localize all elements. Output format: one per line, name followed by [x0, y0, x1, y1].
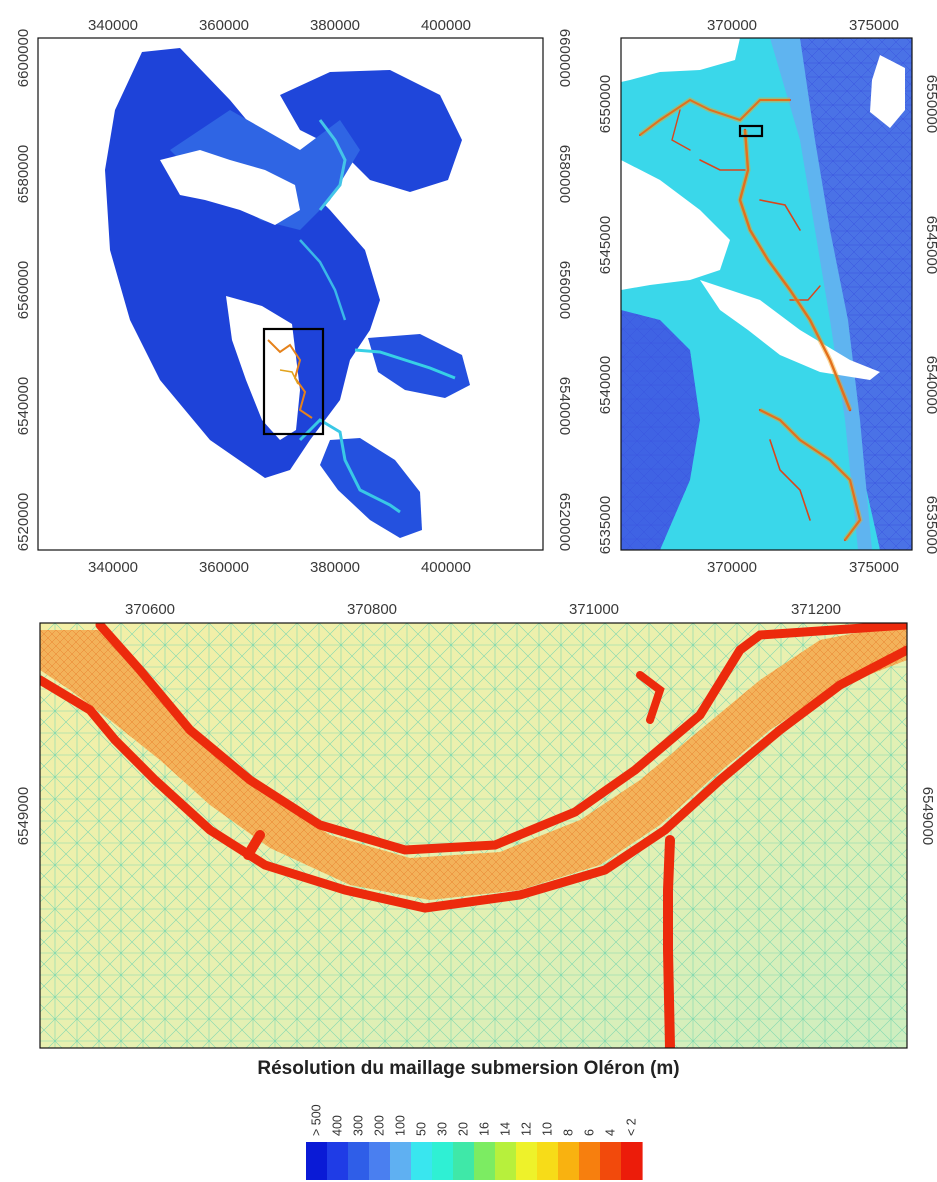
y-tick: 6540000 [556, 377, 573, 435]
medium-y-ticks-right: 6550000 6545000 6540000 6535000 [923, 75, 937, 554]
fine-zoom-map: 370600 370800 371000 371200 370600 37080… [15, 601, 936, 1049]
overview-map-content [38, 38, 543, 550]
x-tick: 380000 [310, 559, 360, 576]
colorbar-label: 400 [331, 1115, 345, 1136]
y-tick: 6580000 [556, 145, 573, 203]
x-tick: 360000 [199, 559, 249, 576]
colorbar-swatch [474, 1142, 496, 1180]
x-tick: 370000 [707, 559, 757, 576]
medium-inset-box [738, 124, 764, 138]
fine-y-tick-right: 6549000 [919, 787, 936, 845]
x-tick: 340000 [88, 17, 138, 34]
colorbar-label: 6 [583, 1129, 597, 1136]
overview-x-ticks-top: 340000 360000 380000 400000 [88, 17, 471, 34]
y-tick: 6580000 [15, 145, 32, 203]
colorbar-label: 12 [520, 1122, 534, 1136]
figure-title: Résolution du maillage submersion Oléron… [257, 1058, 680, 1079]
colorbar-swatch [453, 1142, 475, 1180]
colorbar-swatch [600, 1142, 622, 1180]
x-tick: 371200 [791, 601, 841, 618]
x-tick: 400000 [421, 17, 471, 34]
colorbar-swatch [390, 1142, 412, 1180]
y-tick: 6550000 [597, 75, 614, 133]
colorbar-swatch [495, 1142, 517, 1180]
x-tick: 400000 [421, 559, 471, 576]
overview-frame [37, 37, 544, 551]
colorbar-label: > 500 [310, 1104, 324, 1136]
y-tick: 6540000 [15, 377, 32, 435]
colorbar-swatch [306, 1142, 328, 1180]
overview-x-ticks-bottom: 340000 360000 380000 400000 [88, 559, 471, 576]
colorbar-swatch [579, 1142, 601, 1180]
medium-zoom-content [621, 38, 912, 550]
colorbar-swatch [369, 1142, 391, 1180]
colorbar-swatch [558, 1142, 580, 1180]
colorbar-label: 4 [604, 1129, 618, 1136]
y-tick: 6600000 [556, 29, 573, 87]
colorbar-label: 50 [415, 1122, 429, 1136]
fine-y-tick-left: 6549000 [15, 787, 32, 845]
fine-x-ticks-top: 370600 370800 371000 371200 [125, 601, 841, 618]
y-tick: 6535000 [597, 496, 614, 554]
colorbar-swatch [411, 1142, 433, 1180]
medium-x-ticks-top: 370000 375000 [707, 17, 899, 34]
colorbar-label: 200 [373, 1115, 387, 1136]
overview-y-ticks-right: 6600000 6580000 6560000 6540000 6520000 [556, 29, 573, 551]
y-tick: 6560000 [556, 261, 573, 319]
overview-inset-box [262, 327, 325, 436]
colorbar-swatch [537, 1142, 559, 1180]
y-tick: 6545000 [597, 216, 614, 274]
x-tick: 380000 [310, 17, 360, 34]
x-tick: 370800 [347, 601, 397, 618]
colorbar-labels: > 500 400 300 200 100 50 30 20 16 14 12 10 8 6 4 < 2 [310, 1104, 639, 1136]
y-tick: 6545000 [923, 216, 937, 274]
y-tick: 6540000 [923, 356, 937, 414]
y-tick: 6520000 [15, 493, 32, 551]
overview-map: 340000 360000 380000 400000 340000 36000… [15, 17, 937, 576]
colorbar-swatch [348, 1142, 370, 1180]
colorbar-label: 8 [562, 1129, 576, 1136]
colorbar-swatch [432, 1142, 454, 1180]
y-tick: 6520000 [556, 493, 573, 551]
x-tick: 375000 [849, 17, 899, 34]
colorbar-label: 14 [499, 1122, 513, 1136]
colorbar-swatches [306, 1142, 643, 1180]
y-tick: 6540000 [597, 356, 614, 414]
colorbar-label: 300 [352, 1115, 366, 1136]
fine-zoom-frame [39, 622, 908, 1049]
colorbar-swatch [327, 1142, 349, 1180]
colorbar-label: < 2 [625, 1118, 639, 1136]
colorbar-swatch [621, 1142, 643, 1180]
medium-y-ticks-left: 6550000 6545000 6540000 6535000 [597, 75, 614, 554]
colorbar-label: 20 [457, 1122, 471, 1136]
colorbar-label: 10 [541, 1122, 555, 1136]
y-tick: 6560000 [15, 261, 32, 319]
medium-zoom-frame [620, 37, 913, 551]
x-tick: 370600 [125, 601, 175, 618]
medium-x-ticks-bottom: 370000 375000 [707, 559, 899, 576]
colorbar-label: 100 [394, 1115, 408, 1136]
x-tick: 340000 [88, 559, 138, 576]
y-tick: 6550000 [923, 75, 937, 133]
colorbar-label: 16 [478, 1122, 492, 1136]
x-tick: 371000 [569, 601, 619, 618]
colorbar-label: 30 [436, 1122, 450, 1136]
y-tick: 6535000 [923, 496, 937, 554]
x-tick: 360000 [199, 17, 249, 34]
colorbar-swatch [516, 1142, 538, 1180]
overview-y-ticks-left: 6600000 6580000 6560000 6540000 6520000 [15, 29, 32, 551]
y-tick: 6600000 [15, 29, 32, 87]
colorbar: > 500 400 300 200 100 50 30 20 16 14 12 10 8 6 4 < 2 [306, 1104, 643, 1180]
x-tick: 370000 [707, 17, 757, 34]
x-tick: 375000 [849, 559, 899, 576]
